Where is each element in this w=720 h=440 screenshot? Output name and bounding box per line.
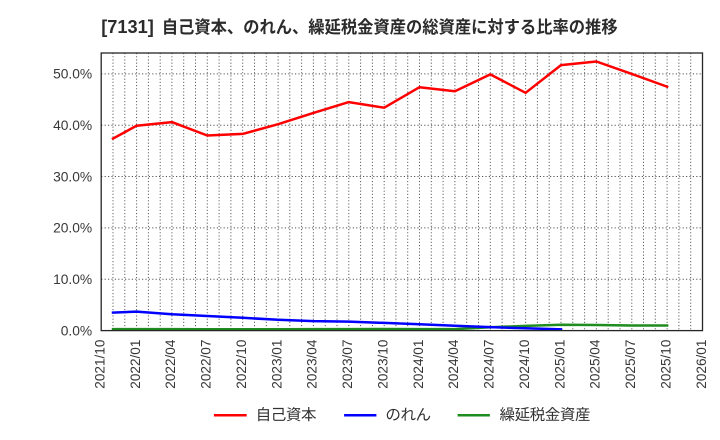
svg-text:2022/10: 2022/10	[234, 339, 249, 389]
svg-text:10.0%: 10.0%	[53, 272, 92, 287]
svg-text:[7131]: [7131]	[101, 17, 154, 37]
svg-text:2021/10: 2021/10	[93, 339, 108, 389]
svg-text:50.0%: 50.0%	[53, 67, 92, 82]
svg-text:30.0%: 30.0%	[53, 169, 92, 184]
svg-text:2025/04: 2025/04	[588, 339, 603, 389]
svg-text:2023/10: 2023/10	[376, 339, 391, 389]
svg-text:2022/07: 2022/07	[199, 340, 214, 389]
svg-text:2023/07: 2023/07	[340, 340, 355, 389]
svg-text:2024/04: 2024/04	[446, 339, 461, 389]
svg-text:2025/10: 2025/10	[658, 339, 673, 389]
svg-text:0.0%: 0.0%	[61, 323, 92, 338]
svg-text:2022/01: 2022/01	[128, 340, 143, 389]
svg-text:2025/07: 2025/07	[623, 340, 638, 389]
svg-text:2024/10: 2024/10	[517, 339, 532, 389]
svg-text:2024/01: 2024/01	[411, 340, 426, 389]
svg-text:2024/07: 2024/07	[482, 340, 497, 389]
svg-text:2022/04: 2022/04	[163, 339, 178, 389]
svg-text:2026/01: 2026/01	[694, 340, 709, 389]
svg-text:2023/01: 2023/01	[269, 340, 284, 389]
svg-text:2023/04: 2023/04	[305, 339, 320, 389]
svg-text:40.0%: 40.0%	[53, 118, 92, 133]
svg-text:2025/01: 2025/01	[552, 340, 567, 389]
svg-text:20.0%: 20.0%	[53, 221, 92, 236]
